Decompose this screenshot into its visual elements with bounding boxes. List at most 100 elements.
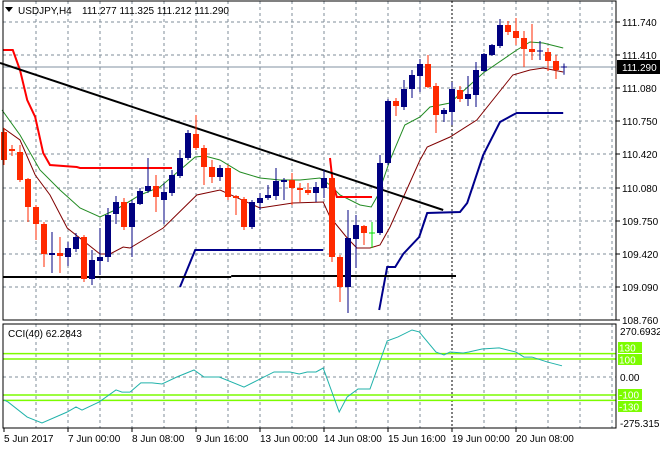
candle-body <box>129 203 135 227</box>
candle <box>193 115 199 150</box>
candle <box>217 165 223 181</box>
candle-body <box>201 148 207 167</box>
cci-level-label: -100 <box>619 391 639 402</box>
price-overlays <box>0 41 564 311</box>
candle-body <box>57 253 63 256</box>
upper-channel-line <box>3 49 172 169</box>
candle-body <box>321 178 327 188</box>
candle-body <box>169 175 175 193</box>
candle-body <box>1 132 7 160</box>
candle-body <box>457 90 463 99</box>
cci-level-label: 130 <box>619 344 636 355</box>
candle <box>121 198 127 230</box>
candle-body <box>545 52 551 61</box>
candle-body <box>33 207 39 224</box>
price-tick-label: 109.090 <box>622 283 659 294</box>
time-tick-label: 20 Jun 08:00 <box>516 434 574 445</box>
candle <box>345 210 351 313</box>
candle-body <box>361 226 367 233</box>
candle <box>433 83 439 133</box>
candle <box>153 175 159 212</box>
candle-body <box>409 75 415 89</box>
price-tick-label: 111.080 <box>622 84 657 95</box>
time-tick-label: 19 Jun 00:00 <box>452 434 510 445</box>
candle <box>233 195 239 215</box>
candle <box>201 145 207 185</box>
candle <box>281 178 287 200</box>
symbol-label: USDJPY,H4 <box>18 6 72 17</box>
candle-body <box>177 158 183 176</box>
candle-body <box>137 191 143 204</box>
candle-body <box>41 224 47 254</box>
candle <box>289 173 295 205</box>
time-tick-label: 7 Jun 00:00 <box>68 434 121 445</box>
candle-body <box>433 86 439 115</box>
candle-body <box>529 49 535 52</box>
candle <box>521 31 527 67</box>
candle-body <box>417 64 423 76</box>
candle <box>169 170 175 196</box>
candle <box>265 185 271 200</box>
candle <box>209 160 215 183</box>
candle <box>97 228 103 275</box>
cci-level-badge <box>618 354 642 365</box>
candle <box>273 168 279 200</box>
lower-channel-line <box>179 249 324 288</box>
candle-body <box>241 199 247 227</box>
candle-body <box>345 238 351 287</box>
candle-body <box>401 89 407 107</box>
candle-body <box>553 61 559 70</box>
candle-body <box>233 196 239 198</box>
candle <box>297 183 303 202</box>
candle-body <box>513 31 519 38</box>
candle <box>41 222 47 267</box>
candle-body <box>113 202 119 214</box>
candle-body <box>49 253 55 255</box>
candle <box>561 63 567 75</box>
price-tick-label: 110.080 <box>622 184 658 195</box>
candle-body <box>497 25 503 46</box>
cci-panel-border <box>2 323 617 429</box>
candle-body <box>425 64 431 87</box>
candle <box>313 182 319 202</box>
candle <box>393 98 399 116</box>
candle-body <box>441 110 447 114</box>
candle <box>1 128 7 165</box>
candle <box>545 48 551 71</box>
price-tick-label: 111.740 <box>622 18 657 29</box>
cci-line <box>3 329 563 424</box>
candle-body <box>153 186 159 197</box>
candle-body <box>313 187 319 193</box>
candle-body <box>393 101 399 106</box>
triangle-down-icon[interactable] <box>5 7 13 12</box>
candle <box>225 165 231 200</box>
cci-level-badge <box>618 342 642 353</box>
candle <box>377 155 383 235</box>
candle-body <box>217 168 223 177</box>
candle-body <box>97 257 103 261</box>
candle <box>537 41 543 60</box>
candle-body <box>73 237 79 249</box>
price-tick-label: 109.420 <box>622 250 659 261</box>
candle-body <box>105 215 111 257</box>
time-tick-label: 14 Jun 08:00 <box>324 434 382 445</box>
candle <box>489 44 495 56</box>
candle-body <box>377 163 383 233</box>
candle-body <box>449 89 455 112</box>
candle-body <box>9 149 15 151</box>
candle-body <box>209 167 215 177</box>
candle-body <box>329 178 335 257</box>
candle-body <box>121 202 127 227</box>
candle-body <box>225 168 231 197</box>
candle-body <box>265 195 271 198</box>
candle-body <box>257 198 263 203</box>
candle <box>553 55 559 79</box>
cci-indicator <box>3 329 563 424</box>
candle <box>457 86 463 102</box>
candle <box>17 145 23 182</box>
cci-tick-label: 270.6932 <box>620 327 660 338</box>
candle <box>89 250 95 285</box>
candle <box>145 158 151 193</box>
ma-slow-line <box>2 67 564 255</box>
